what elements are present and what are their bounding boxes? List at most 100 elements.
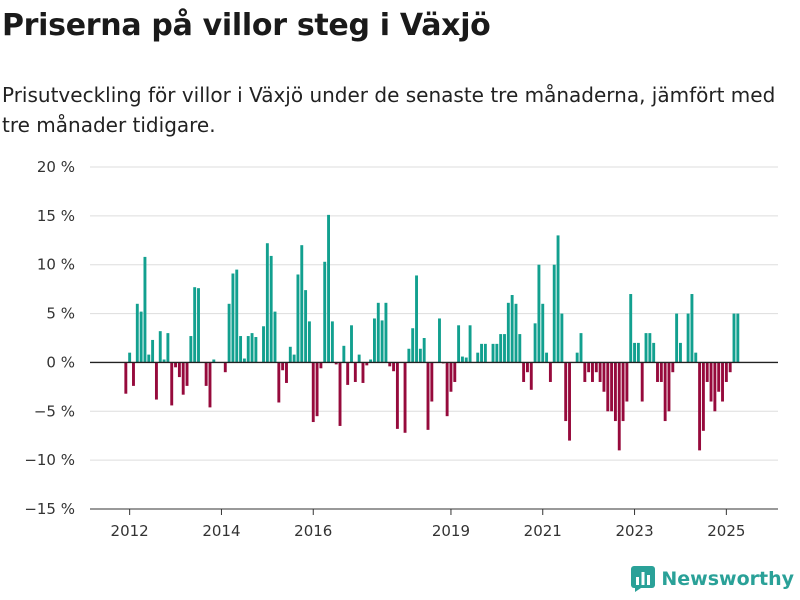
bar (151, 339, 155, 363)
bar (388, 362, 392, 367)
brand-logo[interactable]: Newsworthy (631, 566, 794, 592)
bar (629, 294, 633, 363)
bar (300, 245, 304, 363)
bar (575, 352, 579, 363)
bar (602, 362, 606, 392)
bar (594, 362, 598, 373)
bar (698, 362, 702, 451)
brand-name: Newsworthy (661, 568, 794, 590)
bar (197, 288, 200, 363)
bar (208, 362, 212, 408)
bar (713, 362, 717, 412)
bar (606, 362, 610, 412)
bar (625, 362, 629, 402)
bar (717, 362, 721, 392)
bar (250, 333, 254, 363)
bar (147, 354, 151, 363)
bar (411, 328, 415, 363)
bar (269, 255, 273, 363)
bar (139, 311, 143, 363)
bar-chart-logo-icon (631, 566, 656, 592)
bar (132, 362, 135, 386)
bar (262, 326, 265, 363)
bar (311, 362, 315, 423)
bar (158, 331, 162, 363)
bar (342, 345, 346, 363)
bar (503, 334, 506, 363)
bar (128, 352, 132, 363)
bar (518, 334, 522, 363)
axes: 20 % 15 % 10 % 5 % 0 % −5 % −10 % −15 % 2012 2014… (24, 0, 778, 540)
x-tick-label: 2014 (202, 522, 240, 540)
x-tick-label: 2025 (707, 522, 745, 540)
bar (166, 333, 170, 363)
chart-title: Priserna på villor steg i Växjö (2, 8, 491, 43)
bar (223, 362, 227, 373)
bar (392, 362, 396, 372)
x-tick-label: 2021 (524, 522, 562, 540)
bar (506, 302, 510, 363)
bar (648, 333, 652, 363)
bar (705, 362, 709, 382)
bar (174, 362, 177, 368)
bar (464, 357, 468, 363)
y-tick-label: 0 % (46, 353, 75, 371)
bar (675, 313, 679, 363)
bar (281, 362, 285, 371)
bar (235, 269, 239, 363)
bar (480, 343, 483, 363)
bar (598, 362, 602, 382)
bar (541, 303, 545, 363)
bar (307, 321, 311, 363)
bar (304, 290, 308, 363)
bar (330, 321, 334, 363)
bar (613, 362, 617, 422)
bar (327, 214, 330, 363)
bar (510, 295, 514, 363)
bar (701, 362, 705, 431)
bar (346, 362, 350, 385)
bar (652, 342, 656, 363)
bar (679, 342, 682, 363)
bar (246, 336, 250, 363)
bar (430, 362, 434, 402)
bar (732, 313, 736, 363)
bar (663, 362, 667, 422)
bar (154, 362, 158, 400)
bar (231, 273, 235, 363)
bar (177, 362, 181, 378)
bar (644, 333, 648, 363)
bar (617, 362, 621, 451)
bar (621, 362, 625, 422)
bar (273, 311, 277, 363)
bar (460, 356, 464, 363)
bar (476, 352, 480, 363)
bar (185, 362, 189, 386)
bar (361, 362, 365, 383)
bar (292, 354, 296, 363)
bar (556, 235, 560, 363)
bar (453, 362, 457, 382)
bar (395, 362, 399, 429)
x-tick-label: 2023 (615, 522, 653, 540)
bar (162, 359, 166, 363)
bar (376, 302, 380, 363)
bar (491, 343, 495, 363)
bar (315, 362, 319, 417)
bar (353, 362, 357, 382)
bar (239, 336, 243, 363)
bar (468, 325, 472, 363)
bar (426, 362, 430, 430)
y-tick-label: 20 % (37, 158, 75, 176)
bar (529, 362, 533, 390)
bar (170, 362, 174, 406)
bar (736, 313, 740, 363)
chart-subtitle: Prisutveckling för villor i Växjö under … (2, 83, 776, 137)
y-tick-label: 5 % (46, 305, 75, 323)
bar (640, 362, 644, 402)
bar (350, 325, 353, 363)
bar (533, 323, 537, 363)
y-tick-label: 10 % (37, 256, 75, 274)
bar (254, 337, 258, 363)
